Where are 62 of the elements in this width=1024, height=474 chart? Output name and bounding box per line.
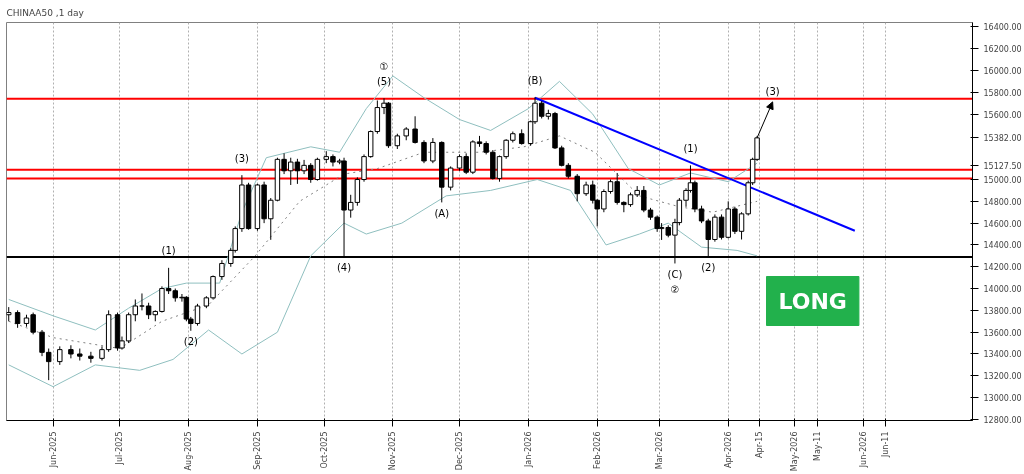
candlestick	[430, 137, 436, 164]
y-tick-label: 15382.00	[983, 134, 1022, 144]
candlestick	[574, 173, 580, 202]
y-tick-label: 13400.00	[983, 350, 1022, 360]
y-tick-label: 15800.00	[983, 88, 1022, 98]
line-series	[8, 179, 758, 388]
annotation: (2)	[701, 262, 716, 274]
x-tick-label: Aug-2025	[184, 431, 194, 471]
y-tick-label: 16200.00	[983, 45, 1022, 55]
annotation: (C)	[667, 268, 683, 280]
y-tick-label: 14800.00	[983, 197, 1022, 207]
y-tick-label: 12800.00	[983, 415, 1022, 425]
x-tick-label: Nov-2025	[388, 431, 398, 471]
x-tick-label: Feb-2026	[592, 431, 602, 469]
candlestick	[57, 345, 63, 366]
annotation: (1)	[161, 245, 176, 257]
x-tick-label: Dec-2025	[455, 431, 465, 471]
annotation: LONG	[778, 288, 847, 314]
y-tick-label: 14400.00	[983, 241, 1022, 251]
y-tick-label: 13000.00	[983, 394, 1022, 404]
x-tick-label: Jul-2025	[115, 431, 125, 466]
x-tick-label: Apr-15	[754, 431, 764, 458]
y-tick-label: 13800.00	[983, 306, 1022, 316]
annotation: ②	[670, 283, 680, 295]
y-tick-label: 15000.00	[983, 176, 1022, 186]
x-tick-label: Oct-2025	[319, 431, 329, 469]
y-tick-label: 13600.00	[983, 328, 1022, 338]
x-tick-label: Jan-2026	[523, 431, 533, 469]
line-series	[8, 135, 758, 350]
candlestick	[447, 165, 454, 191]
y-tick-label: 15600.00	[983, 110, 1022, 120]
annotation: (4)	[336, 262, 352, 274]
candlestick	[68, 344, 74, 359]
y-tick-label: 16000.00	[983, 66, 1022, 76]
x-tick-label: Mar-2026	[654, 431, 664, 470]
chart-title: CHINAA50 ,1 day	[6, 7, 85, 18]
x-tick-label: Jun-2025	[48, 431, 58, 469]
x-tick-label: Sep-2025	[252, 431, 262, 470]
y-tick-label: 14600.00	[983, 219, 1022, 229]
annotation: (5)	[376, 75, 392, 87]
line-series	[8, 75, 758, 331]
y-tick-label: 13200.00	[983, 372, 1022, 382]
annotation: (3)	[234, 152, 250, 164]
x-tick-label: Apr-2026	[723, 431, 733, 469]
candlestick	[421, 139, 427, 164]
x-tick-label: Jun-2026	[859, 431, 869, 469]
annotation: (3)	[765, 86, 780, 98]
x-tick-label: Jun-11	[881, 431, 891, 459]
y-tick-label: 14200.00	[983, 263, 1022, 273]
y-tick-label: 16400.00	[983, 23, 1022, 33]
y-tick-label: 15127.50	[983, 162, 1022, 172]
annotation: ①	[379, 60, 389, 72]
candlestick	[219, 259, 225, 281]
annotation: (1)	[683, 142, 698, 154]
annotation: (B)	[527, 74, 543, 86]
candlestick	[412, 115, 418, 145]
y-tick-label: 14000.00	[983, 285, 1022, 295]
annotation: (A)	[434, 207, 450, 219]
x-tick-label: May-2026	[790, 431, 800, 472]
annotation: (2)	[183, 336, 198, 348]
candlestick	[88, 351, 94, 364]
x-tick-label: May-11	[812, 431, 822, 461]
